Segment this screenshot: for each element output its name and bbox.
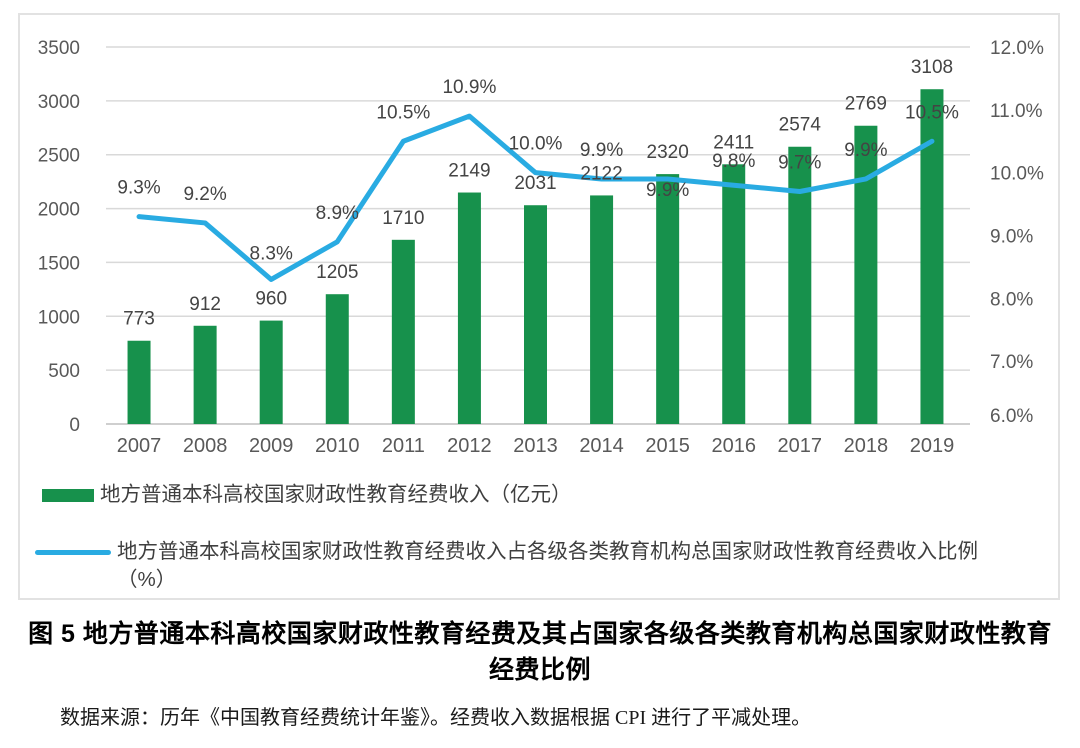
left-axis-tick-label: 2500 (38, 146, 80, 167)
x-axis-label-2017: 2017 (778, 435, 823, 457)
line-label-2019: 10.5% (905, 102, 959, 123)
chart-canvas: 0 500 1000 1500 2000 2500 3000 3500 6.0% 7.0% 8.0%… (38, 38, 1044, 457)
right-axis-tick-label: 6.0% (990, 406, 1033, 427)
legend-line-series-label-line2: （%） (117, 568, 177, 591)
bar-label-2010: 1205 (316, 262, 358, 283)
line-label-2007: 9.3% (117, 178, 160, 199)
bar-label-2015: 2320 (647, 142, 689, 163)
x-axis-label-2015: 2015 (645, 435, 690, 457)
bar-label-2019: 3108 (911, 57, 953, 78)
bar-label-2007: 773 (123, 309, 155, 330)
bar-2008 (193, 325, 217, 424)
legend-line-series-label-line1: 地方普通本科高校国家财政性教育经费收入占各级各类教育机构总国家财政性教育经费收入… (117, 540, 978, 563)
chart-container: 0 500 1000 1500 2000 2500 3000 3500 6.0% 7.0% 8.0%… (18, 13, 1060, 600)
right-axis-tick-label: 10.0% (990, 164, 1044, 185)
bar-label-2014: 2122 (580, 163, 622, 184)
bar-2012 (457, 192, 481, 424)
x-axis-label-2008: 2008 (183, 435, 228, 457)
x-axis-label-2010: 2010 (315, 435, 360, 457)
bar-2018 (854, 125, 878, 425)
left-axis-tick-label: 1500 (38, 253, 80, 274)
legend-bar-series-label: 地方普通本科高校国家财政性教育经费收入（亿元） (100, 483, 572, 506)
bar-2014 (590, 195, 614, 424)
x-axis-label-2007: 2007 (117, 435, 162, 457)
legend-item-bar-series: 地方普通本科高校国家财政性教育经费收入（亿元） (42, 481, 572, 509)
bar-label-2008: 912 (189, 294, 221, 315)
figure-caption-source: 数据来源：历年《中国教育经费统计年鉴》。经费收入数据根据 CPI 进行了平减处理… (60, 707, 812, 729)
bar-label-2013: 2031 (514, 173, 556, 194)
bar-label-2017: 2574 (779, 115, 822, 136)
line-label-2008: 9.2% (183, 184, 226, 205)
line-label-2018: 9.9% (844, 140, 887, 161)
bar-2017 (788, 146, 812, 425)
left-axis-tick-label: 2000 (38, 200, 80, 221)
bar-label-2016: 2411 (713, 132, 754, 153)
line-label-2011: 10.5% (376, 102, 430, 123)
left-axis-tick-label: 0 (69, 415, 80, 436)
right-axis-tick-label: 9.0% (990, 227, 1033, 248)
x-axis-label-2019: 2019 (910, 435, 955, 457)
bar-2013 (524, 205, 547, 424)
right-axis-tick-label: 8.0% (990, 289, 1033, 310)
bar-2015 (656, 174, 680, 424)
line-label-2014: 9.9% (580, 140, 623, 161)
x-axis-label-2012: 2012 (447, 435, 492, 457)
right-axis-tick-label: 7.0% (990, 352, 1033, 373)
legend-item-line-series: 地方普通本科高校国家财政性教育经费收入占各级各类教育机构总国家财政性教育经费收入… (35, 538, 978, 594)
x-axis-label-2014: 2014 (579, 435, 624, 457)
bar-label-2012: 2149 (448, 161, 490, 182)
left-axis-tick-label: 1000 (38, 307, 80, 328)
bar-2007 (127, 340, 151, 424)
bar-2009 (259, 320, 283, 424)
line-series-swatch-icon (35, 550, 111, 555)
line-label-2016: 9.8% (712, 151, 755, 172)
line-label-2015: 9.9% (646, 180, 689, 201)
ratio-line (136, 113, 935, 282)
x-axis-label-2018: 2018 (844, 435, 889, 457)
line-label-2009: 8.3% (250, 243, 293, 264)
right-axis-tick-label: 12.0% (990, 38, 1044, 59)
line-label-2017: 9.7% (778, 153, 821, 174)
line-label-2013: 10.0% (509, 134, 563, 155)
line-label-2010: 8.9% (316, 203, 359, 224)
figure-caption-title: 图 5 地方普通本科高校国家财政性教育经费及其占国家各级各类教育机构总国家财政性… (28, 620, 1052, 684)
x-axis-label-2013: 2013 (513, 435, 558, 457)
bar-2011 (391, 239, 415, 424)
left-axis-tick-label: 3000 (38, 92, 80, 113)
bar-label-2011: 1710 (382, 208, 424, 229)
bar-2016 (722, 164, 746, 425)
x-axis-label-2009: 2009 (249, 435, 294, 457)
left-axis-tick-label: 3500 (38, 38, 80, 59)
bar-label-2018: 2769 (845, 94, 887, 115)
bar-series-swatch-icon (42, 488, 94, 502)
x-axis-label-2011: 2011 (382, 435, 425, 457)
line-label-2012: 10.9% (442, 77, 496, 98)
bar-2010 (325, 294, 349, 424)
bar-2019 (920, 89, 944, 424)
x-axis-label-2016: 2016 (711, 435, 756, 457)
left-axis-tick-label: 500 (48, 361, 80, 382)
bar-label-2009: 960 (255, 289, 287, 310)
right-axis-tick-label: 11.0% (990, 101, 1043, 122)
